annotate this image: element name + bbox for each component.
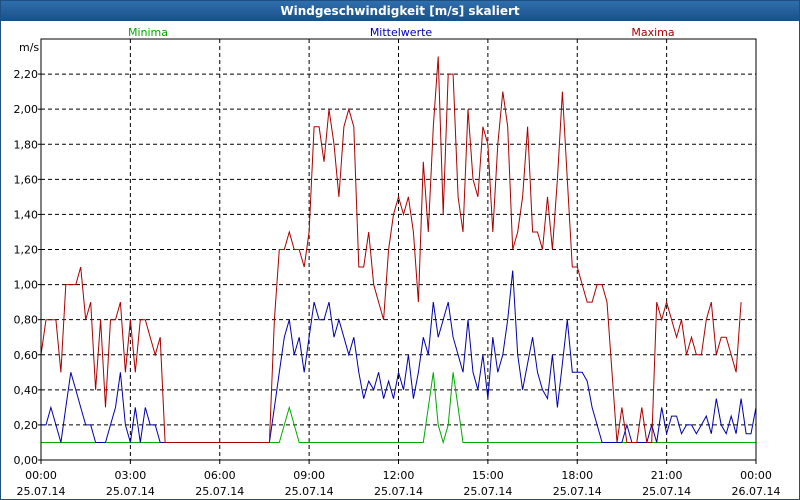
x-tick-date: 25.07.14 xyxy=(553,485,602,498)
grid-lines xyxy=(41,39,756,460)
x-tick-time: 00:00 xyxy=(740,469,772,482)
x-axis-ticks: 00:00 25.07.14 03:00 25.07.14 06:00 25.07.14 0… xyxy=(17,460,781,498)
x-tick-date: 25.07.14 xyxy=(642,485,691,498)
x-tick-date: 25.07.14 xyxy=(374,485,423,498)
legend: Minima Mittelwerte Maxima xyxy=(128,26,675,39)
x-tick-time: 00:00 xyxy=(25,469,57,482)
series-line-maxima xyxy=(40,56,742,443)
x-tick-time: 12:00 xyxy=(383,469,415,482)
y-tick-label: 0,40 xyxy=(14,384,39,397)
plot-frame xyxy=(40,38,757,461)
legend-maxima: Maxima xyxy=(631,26,674,39)
y-tick-label: 1,40 xyxy=(14,208,39,221)
x-tick-time: 15:00 xyxy=(472,469,504,482)
x-tick-date: 26.07.14 xyxy=(732,485,781,498)
series-lines xyxy=(40,56,757,445)
x-tick-date: 25.07.14 xyxy=(17,485,66,498)
x-tick-time: 03:00 xyxy=(115,469,147,482)
window-title: Windgeschwindigkeit [m/s] skaliert xyxy=(1,1,799,21)
y-tick-label: 0,20 xyxy=(14,419,39,432)
x-tick-date: 25.07.14 xyxy=(195,485,244,498)
y-tick-label: 0,00 xyxy=(14,454,39,467)
x-tick-time: 18:00 xyxy=(561,469,593,482)
y-tick-label: 0,80 xyxy=(14,314,39,327)
y-tick-label: 2,00 xyxy=(14,103,39,116)
x-tick-time: 06:00 xyxy=(204,469,236,482)
legend-mittelwerte: Mittelwerte xyxy=(370,26,433,39)
series-line-mittelwerte xyxy=(41,270,757,443)
y-tick-label: 1,80 xyxy=(14,138,39,151)
x-tick-date: 25.07.14 xyxy=(285,485,334,498)
legend-minima: Minima xyxy=(128,26,168,39)
y-tick-label: 1,00 xyxy=(14,279,39,292)
series-line-minima xyxy=(41,372,756,445)
y-axis-ticks: 0,00 0,20 0,40 0,60 0,80 1,00 1,20 1,40 1,60 1,80… xyxy=(14,68,41,467)
y-tick-label: 1,60 xyxy=(14,173,39,186)
y-tick-label: 2,20 xyxy=(14,68,39,81)
x-tick-date: 25.07.14 xyxy=(463,485,512,498)
y-tick-label: 0,60 xyxy=(14,349,39,362)
y-axis-label: m/s xyxy=(19,41,39,54)
x-tick-date: 25.07.14 xyxy=(106,485,155,498)
x-tick-time: 09:00 xyxy=(293,469,325,482)
y-tick-label: 1,20 xyxy=(14,244,39,257)
x-tick-time: 21:00 xyxy=(651,469,683,482)
